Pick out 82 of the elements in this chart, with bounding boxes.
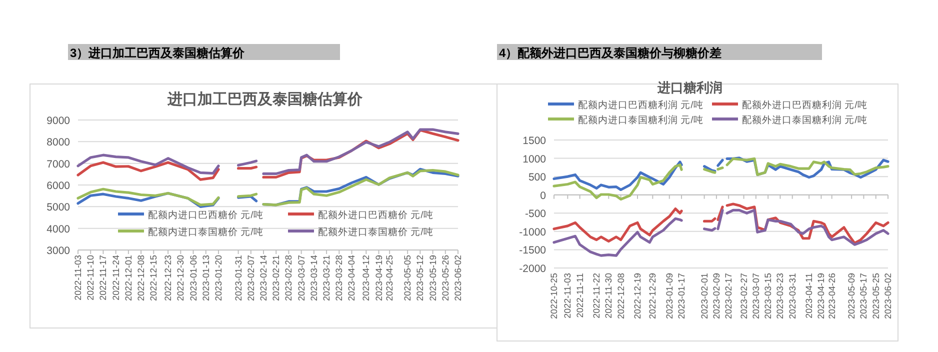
x-tick-label: 2022-11-24: [110, 255, 121, 300]
x-tick-label: 2023-03-23: [775, 273, 786, 320]
y-tick-label: -1500: [519, 244, 546, 257]
legend-label: 配额外进口泰国糖价 元/吨: [318, 226, 434, 238]
x-tick-label: 2023-02-21: [271, 255, 282, 302]
legend-label: 配额外进口巴西糖价 元/吨: [318, 209, 434, 221]
x-tick-label: 2023-04-19: [816, 273, 826, 320]
x-tick-label: 2023-03-07: [296, 255, 306, 302]
x-tick-label: 2023-02-07: [246, 255, 256, 302]
x-tick-label: 2023-05-12: [415, 255, 426, 302]
x-tick-label: 2022-10-25: [549, 273, 559, 320]
x-tick-label: 2023-01-13: [200, 255, 211, 302]
text: 3）进口加工巴西及泰国糖估算价: [70, 46, 246, 60]
x-tick-label: 2023-04-04: [346, 255, 357, 302]
x-tick-label: 2023-01-09: [664, 273, 674, 320]
x-tick-label: 2023-04-11: [804, 273, 814, 318]
x-tick-label: 2022-12-23: [163, 255, 174, 302]
y-tick-label: 1500: [522, 135, 546, 147]
x-tick-label: 2023-01-20: [213, 255, 224, 302]
x-tick-label: 2023-05-25: [870, 273, 881, 320]
x-tick-label: 2023-04-25: [384, 255, 395, 302]
x-tick-label: 2023-01-31: [233, 255, 244, 302]
text: 4）配额外进口巴西及泰国糖价与柳糖价差: [499, 46, 722, 60]
x-tick-label: 2023-03-15: [763, 273, 774, 320]
x-tick-label: 2022-12-29: [648, 273, 658, 320]
x-tick-label: 2023-03-21: [322, 255, 332, 302]
x-tick-label: 2022-11-30: [604, 273, 614, 318]
x-tick-label: 2022-11-03: [562, 273, 573, 318]
x-tick-label: 2022-11-22: [592, 273, 602, 318]
x-tick-label: 2023-04-26: [826, 273, 837, 320]
y-tick-label: 3000: [46, 245, 70, 257]
x-tick-label: 2023-05-17: [858, 273, 869, 320]
y-tick-label: -1000: [519, 226, 546, 238]
legend-label: 配额内进口巴西糖价 元/吨: [148, 209, 264, 221]
x-tick-label: 2023-05-05: [402, 255, 413, 302]
x-tick-label: 2023-02-14: [258, 255, 268, 302]
y-tick-label: 5000: [46, 202, 70, 214]
x-tick-label: 2023-06-02: [883, 273, 893, 320]
y-tick-label: 4000: [46, 223, 70, 236]
x-tick-label: 2023-05-09: [846, 273, 857, 320]
x-tick-label: 2022-12-19: [632, 273, 642, 320]
legend-label: 配额内进口巴西糖利润 元/吨: [578, 99, 704, 111]
x-tick-label: 2023-01-06: [188, 255, 198, 302]
x-tick-label: 2022-12-08: [616, 273, 626, 320]
x-tick-label: 2023-02-17: [724, 273, 734, 320]
x-tick-label: 2023-05-26: [440, 255, 450, 302]
x-tick-label: 2023-02-09: [711, 273, 722, 320]
x-tick-label: 2023-03-07: [750, 273, 761, 320]
y-tick-label: -2000: [519, 263, 546, 275]
y-tick-label: 8000: [46, 136, 70, 149]
y-tick-label: 0: [540, 190, 546, 202]
x-tick-label: 2022-12-08: [136, 255, 146, 302]
x-tick-label: 2023-04-12: [361, 255, 372, 302]
x-tick-label: 2023-02-27: [738, 273, 749, 320]
x-tick-label: 2023-03-28: [334, 255, 344, 302]
y-tick-label: 1000: [522, 153, 546, 166]
x-tick-label: 2022-12-15: [148, 255, 159, 302]
legend-label: 配额外进口泰国糖利润 元/吨: [742, 114, 868, 126]
x-tick-label: 2022-11-03: [73, 255, 83, 300]
x-tick-label: 2022-11-10: [86, 255, 96, 300]
y-tick-label: 7000: [46, 158, 70, 170]
x-tick-label: 2023-02-28: [284, 255, 294, 302]
chart-title: 进口加工巴西及泰国糖估算价: [166, 91, 364, 108]
x-tick-label: 2022-12-01: [123, 255, 134, 302]
x-tick-label: 2023-05-19: [428, 255, 438, 302]
legend-label: 配额内进口泰国糖价 元/吨: [148, 226, 264, 238]
y-tick-label: 500: [528, 172, 546, 184]
x-tick-label: 2023-03-14: [308, 255, 319, 302]
x-tick-label: 2023-02-01: [699, 273, 710, 320]
x-tick-label: 2023-04-19: [374, 255, 384, 302]
chart-title: 进口糖利润: [656, 80, 722, 95]
legend-label: 配额内进口泰国糖利润 元/吨: [578, 114, 704, 126]
y-tick-label: 6000: [46, 180, 70, 192]
x-tick-label: 2023-01-17: [676, 273, 687, 320]
x-tick-label: 2023-03-31: [787, 273, 798, 320]
x-tick-label: 2023-06-02: [453, 255, 463, 302]
legend-label: 配额外进口巴西糖利润 元/吨: [742, 99, 868, 111]
x-tick-label: 2022-12-30: [176, 255, 186, 302]
x-tick-label: 2022-11-17: [98, 255, 108, 300]
y-tick-label: -500: [524, 208, 546, 220]
y-tick-label: 9000: [46, 115, 70, 127]
x-tick-label: 2022-11-11: [574, 273, 585, 318]
